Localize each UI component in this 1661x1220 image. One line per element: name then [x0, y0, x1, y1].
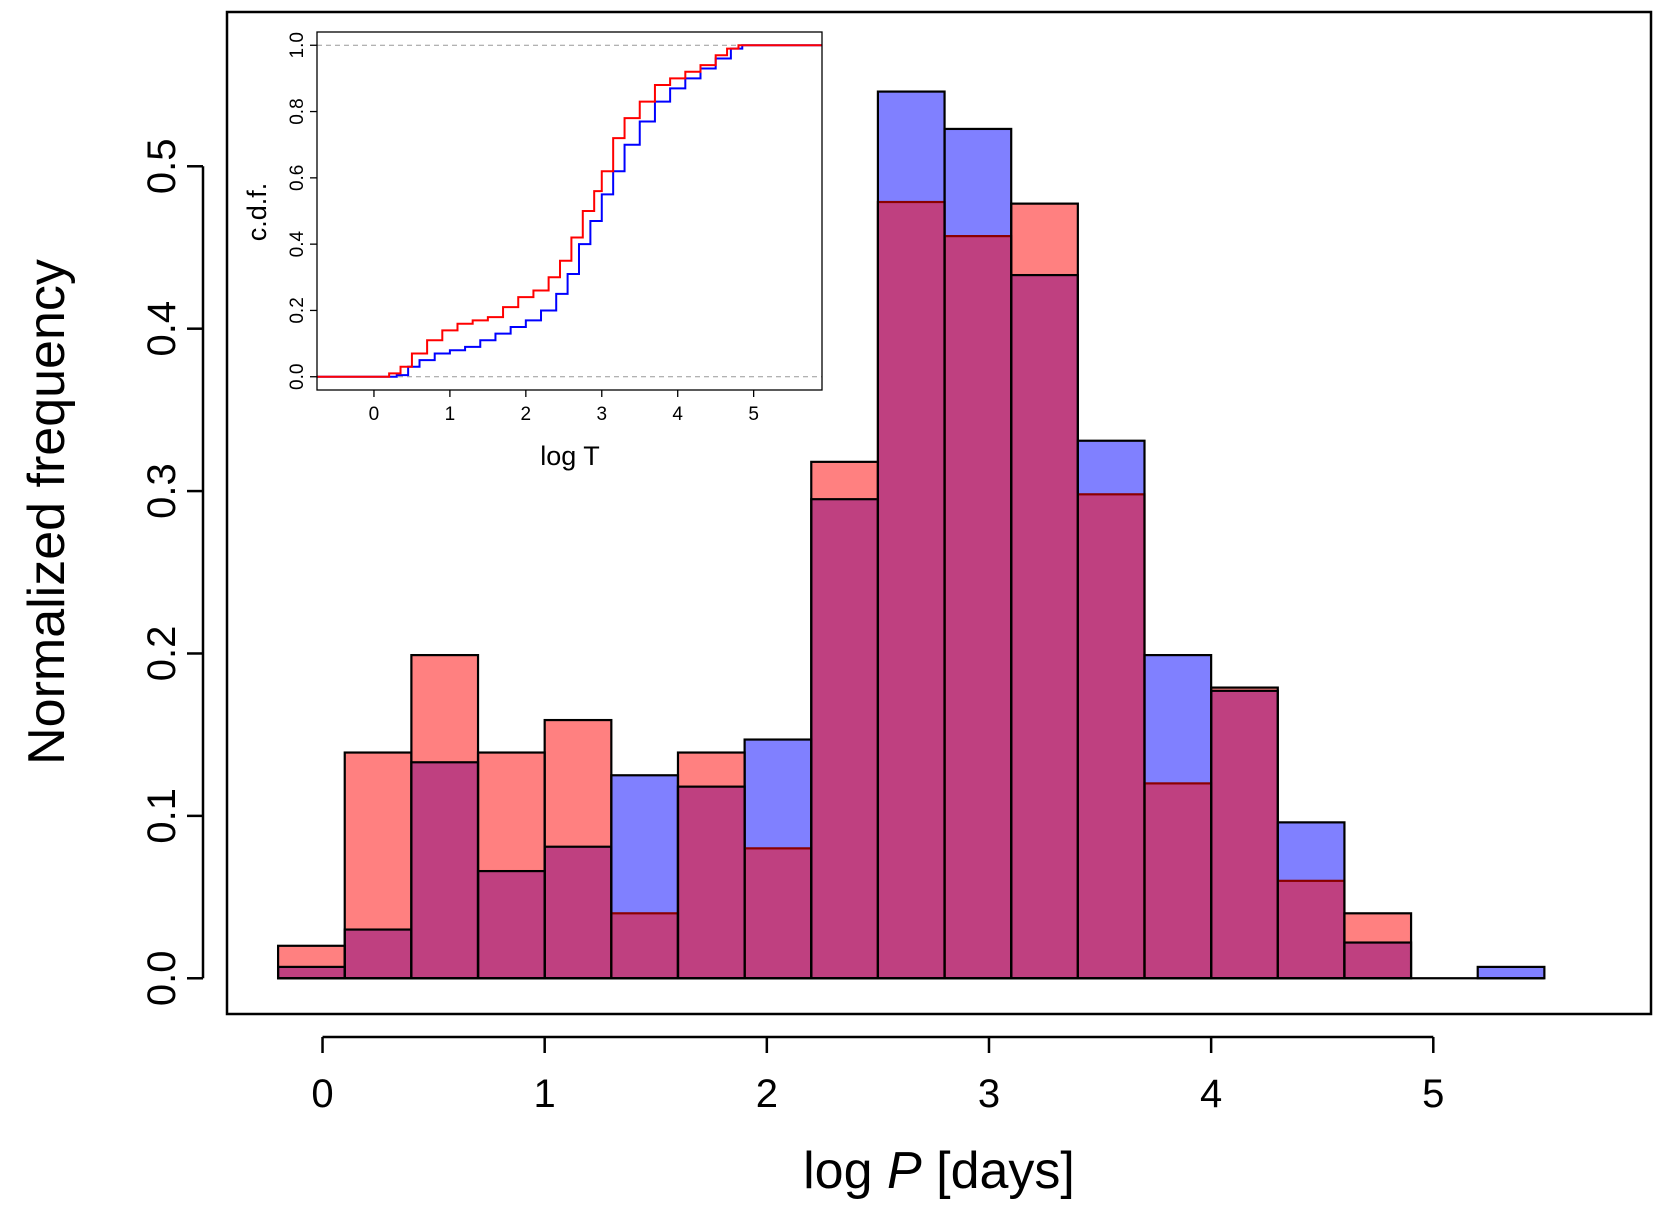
hist-bar — [944, 128, 1012, 237]
x-tick-label: 1 — [534, 1072, 556, 1116]
hist-bar-overlap — [1144, 783, 1212, 979]
inset-y-tick-label: 0.8 — [287, 98, 308, 124]
hist-bar-overlap — [744, 848, 812, 979]
inset-x-tick-label: 2 — [521, 404, 532, 425]
inset-x-tick-label: 5 — [748, 404, 759, 425]
hist-bar — [478, 752, 545, 872]
y-tick-label: 0.2 — [140, 626, 184, 682]
inset-x-axis: 0 1 2 3 4 5 — [369, 390, 759, 425]
inset-y-tick-label: 0.0 — [287, 364, 308, 390]
hist-bar — [877, 91, 945, 203]
blue-cdf-line — [317, 44, 822, 378]
overlap-histogram-series — [278, 202, 1412, 979]
red-cdf-line — [317, 44, 822, 378]
hist-bar-overlap — [1277, 880, 1345, 979]
y-axis-title: Normalized frequency — [18, 259, 76, 765]
hist-bar — [411, 655, 479, 763]
x-tick-label: 4 — [1200, 1072, 1222, 1116]
hist-bar — [1011, 203, 1078, 276]
hist-bar-overlap — [677, 786, 745, 979]
inset-y-axis: 0.0 0.2 0.4 0.6 0.8 1.0 — [287, 32, 317, 390]
hist-bar-overlap — [344, 929, 412, 979]
hist-bar-overlap — [411, 762, 479, 979]
hist-bar — [744, 739, 812, 849]
x-axis-title: log P [days] — [803, 1142, 1075, 1200]
inset-reference-lines — [317, 44, 822, 378]
hist-bar — [1077, 440, 1145, 495]
inset-x-tick-label: 3 — [596, 404, 607, 425]
y-axis: 0.0 0.1 0.2 0.3 0.4 0.5 — [140, 138, 205, 1006]
inset-x-tick-label: 1 — [445, 404, 456, 425]
inset-y-tick-label: 0.6 — [287, 165, 308, 191]
y-tick-label: 0.1 — [140, 788, 184, 844]
hist-bar-overlap — [1077, 494, 1145, 979]
hist-bar — [611, 775, 678, 914]
main-plot-frame — [225, 10, 1653, 1016]
inset-y-tick-label: 1.0 — [287, 32, 308, 58]
inset-cdf-plot: 0 1 2 3 4 5 0.0 0.2 0.4 0.6 0.8 1.0 log T c.d.f. — [242, 31, 823, 471]
hist-bar-overlap — [944, 236, 1012, 979]
hist-bar-overlap — [544, 846, 612, 979]
hist-bar-overlap — [611, 913, 678, 979]
x-tick-label: 2 — [756, 1072, 778, 1116]
x-tick-label: 5 — [1422, 1072, 1444, 1116]
inset-x-axis-title: log T — [540, 441, 600, 471]
inset-x-tick-label: 0 — [369, 404, 380, 425]
hist-bar-overlap — [1011, 275, 1078, 979]
y-tick-label: 0.0 — [140, 950, 184, 1006]
hist-bar — [1477, 966, 1545, 979]
x-tick-label: 3 — [978, 1072, 1000, 1116]
x-tick-label: 0 — [311, 1072, 333, 1116]
red-histogram-series — [278, 203, 1412, 967]
hist-bar — [1277, 822, 1345, 881]
hist-bar — [1344, 913, 1412, 943]
hist-bar — [278, 945, 345, 967]
y-tick-label: 0.3 — [140, 463, 184, 519]
hist-bar-overlap — [478, 871, 545, 979]
blue-histogram-series — [611, 91, 1545, 979]
hist-bar-overlap — [877, 202, 945, 979]
hist-bar — [1211, 687, 1278, 691]
hist-bar — [344, 752, 412, 930]
hist-bar-overlap — [811, 499, 878, 979]
inset-y-tick-label: 0.4 — [287, 231, 308, 258]
inset-frame — [316, 31, 823, 391]
hist-bar-overlap — [278, 966, 345, 979]
inset-cdf-lines — [317, 44, 822, 378]
histogram-baseline — [276, 90, 1546, 980]
hist-bar-overlap — [1344, 942, 1412, 979]
hist-bar — [677, 752, 745, 787]
hist-bar — [1144, 655, 1212, 784]
inset-x-tick-label: 4 — [672, 404, 683, 425]
inset-y-tick-label: 0.2 — [287, 297, 308, 323]
hist-bar — [811, 461, 878, 500]
hist-bar — [544, 720, 612, 847]
x-axis: 0 1 2 3 4 5 — [311, 1035, 1444, 1116]
inset-y-axis-title: c.d.f. — [242, 183, 272, 242]
hist-bar-overlap — [1211, 690, 1278, 979]
y-tick-label: 0.5 — [140, 138, 184, 194]
y-tick-label: 0.4 — [140, 301, 184, 357]
main-histogram: 0 1 2 3 4 5 0.0 0.1 0.2 0.3 0.4 0.5 log P [days] N… — [18, 10, 1653, 1200]
inset-background — [317, 32, 822, 390]
